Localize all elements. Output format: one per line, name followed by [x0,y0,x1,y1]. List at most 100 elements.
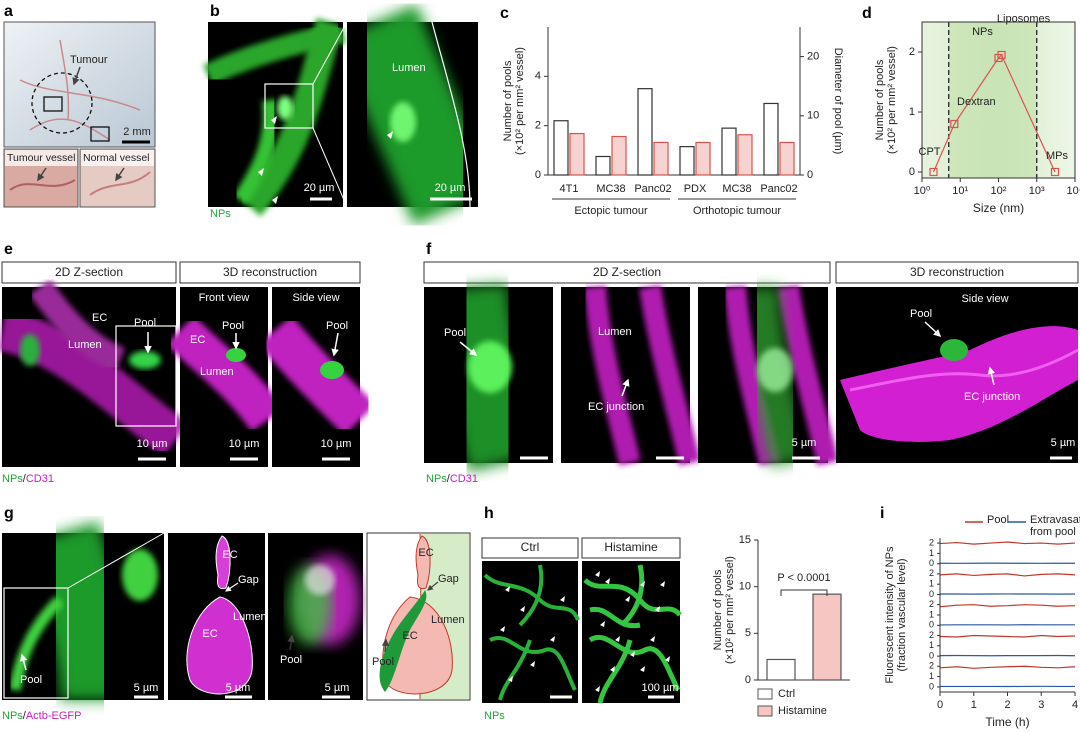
panel-a-shape [5,150,77,166]
y-tick-label: 2 [535,120,541,132]
panel-h-shape [581,537,681,559]
bar [763,102,779,176]
label: Lumen [431,614,465,626]
point-label: CPT [919,146,941,158]
x-axis-label: Size (nm) [973,201,1024,215]
y-axis-label: (fraction vascular level) [896,558,908,671]
panel-e-shape [258,315,376,436]
bar [569,132,585,176]
panel-g-shape [379,590,427,692]
label: 2D Z-section [593,265,661,279]
trace-line [939,541,1076,545]
label: EC [190,334,205,346]
trace-line [939,573,1076,577]
data-point [1050,167,1060,177]
panel-g-shape [19,653,28,671]
x-tick-label: 10⁴ [1067,185,1080,197]
panel-f-shape [940,339,968,361]
panel-a-shape [19,39,141,141]
panel-f-shape [621,378,630,397]
label: h [484,505,494,522]
legend-label: Histamine [778,705,827,717]
legend-label: Ctrl [778,688,795,700]
panel-f-shape [459,341,478,356]
panel-f: f 2D Z-section 3D reconstruction Pool Lu… [423,241,1079,485]
label: 5 µm [226,682,251,694]
data-point [997,50,1006,60]
label: 5 µm [325,682,350,694]
y-axis-label: Number of pools [712,569,724,650]
panel-a-shape [90,126,110,142]
x-tick-label: 10¹ [952,185,968,197]
panel-b-shape [239,18,344,217]
legend-entry: Extravasation from pool [1030,514,1080,538]
stain-label: / [23,710,27,722]
bar [721,127,737,176]
panel-a-shape [89,171,151,196]
label: 10 µm [137,438,168,450]
panel-g-shape [9,595,65,691]
legend-entry: Pool [987,514,1010,526]
panel-e: e 2D Z-section 3D reconstruction EC Lume… [0,241,376,485]
annotation: P < 0.0001 [777,572,830,584]
y-axis-label: Fluorescent intensity of NPs [884,546,896,683]
panel-g-shape [382,596,453,695]
x-tick-label: 10⁰ [914,185,931,197]
stain-label: NPs [2,710,23,722]
panel-g-shape [3,587,69,699]
stain-label: CD31 [450,473,478,485]
panel-h-shape [483,564,580,701]
point-label: MPs [1046,150,1069,162]
bar [553,120,569,176]
y-tick-label: 0 [929,589,934,599]
legend-swatch [757,705,773,717]
y-tick-label: 1 [929,609,934,619]
y-axis-label: Number of pools [874,59,886,140]
y-tick-label: 1 [909,106,915,118]
y-axis-label: (×10² per mm² vessel) [886,46,898,154]
label: EC [418,547,433,559]
panel-a-shape [31,72,93,134]
x-tick-label: 1 [971,699,977,711]
bar [611,135,627,176]
panel-e-shape [20,334,40,366]
panel-f-shape [849,348,1079,392]
label: Side view [292,292,339,304]
legend-label: Extravasation from pool [1030,514,1080,538]
point-label: Liposomes [997,13,1051,25]
bar [679,146,695,176]
panel-f-shape [835,261,1079,284]
label: NPs [210,208,231,220]
panel-g-shape [305,565,335,595]
x-tick-label: 0 [937,699,943,711]
label: a [4,3,13,20]
label: Tumour [70,54,108,66]
y-tick-label: 2 [929,661,934,671]
y-tick-label: 0 [535,169,541,181]
x-tick-label: 2 [1004,699,1010,711]
label: Side view [961,293,1008,305]
panel-f-shape: NPs/CD31 [426,473,478,485]
x-tick-label: Panc02 [634,183,671,195]
bar [595,155,611,176]
label: e [4,241,13,258]
point-label: Dextran [957,96,996,108]
x-tick-label: MC38 [596,183,625,195]
label: NPs [484,710,505,722]
y-tick-label: 4 [535,70,541,82]
label: Pool [222,320,244,332]
label: EC junction [964,391,1020,403]
label: Pool [372,656,394,668]
label: EC [202,628,217,640]
y-tick-label: 0 [909,166,915,178]
stain-label: / [447,473,451,485]
label: Pool [20,674,42,686]
label: 20 µm [304,182,335,194]
bar [737,134,753,176]
y-axis-label: (×10² per mm² vessel) [724,556,736,664]
y-tick-label: 2 [929,630,934,640]
panel-g-shape [381,638,390,653]
label: Lumen [233,611,267,623]
y-tick-label: 2 [929,537,934,547]
legend-label: Pool [987,514,1010,526]
